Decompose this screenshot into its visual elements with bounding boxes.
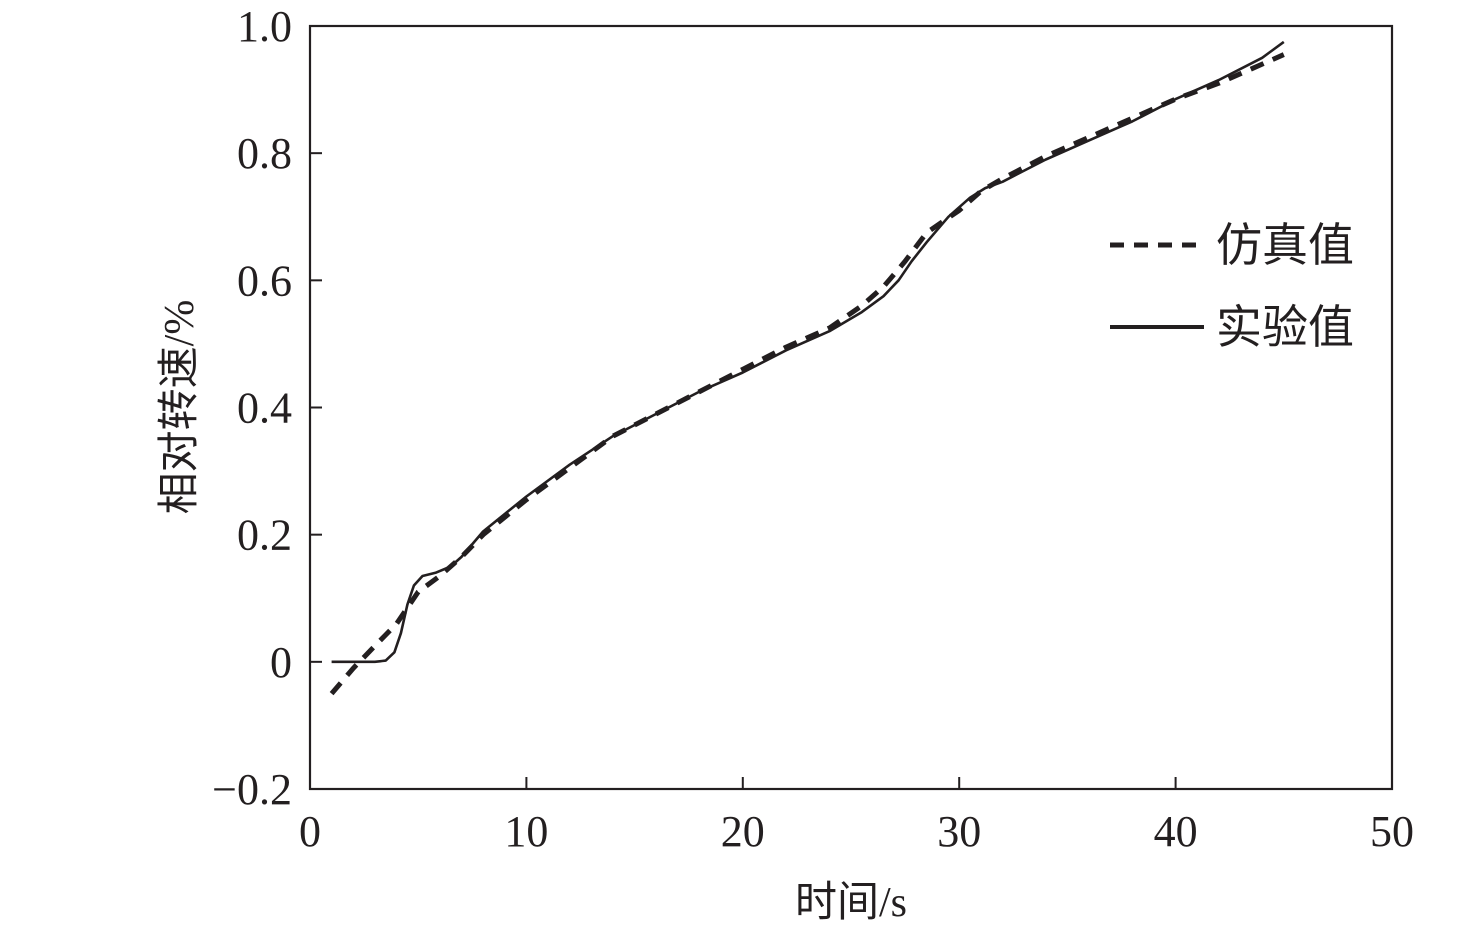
x-tick-label: 0 bbox=[299, 807, 321, 856]
ticks-layer: 0 10 20 30 40 50−0.200.20.40.60.81.0 bbox=[212, 2, 1414, 856]
y-axis-label: 相对转速/% bbox=[157, 300, 203, 515]
series-line-experimental bbox=[331, 40, 1285, 664]
y-tick-label: 0.8 bbox=[237, 129, 292, 178]
y-tick-label: 0.4 bbox=[237, 384, 292, 433]
series-layer bbox=[329, 40, 1285, 696]
y-tick-label: 0 bbox=[270, 638, 292, 687]
x-tick-label: 50 bbox=[1370, 807, 1414, 856]
y-tick-label: 0.6 bbox=[237, 256, 292, 305]
series-line-simulated bbox=[329, 52, 1285, 696]
x-tick-label: 10 bbox=[504, 807, 548, 856]
plot-frame bbox=[308, 24, 1394, 791]
legend-label: 仿真值 bbox=[1216, 220, 1354, 271]
legend-label: 实验值 bbox=[1216, 302, 1354, 353]
x-tick-label: 40 bbox=[1154, 807, 1198, 856]
x-tick-label: 20 bbox=[721, 807, 765, 856]
y-tick-label: −0.2 bbox=[212, 765, 292, 814]
y-tick-label: 0.2 bbox=[237, 511, 292, 560]
y-tick-label: 1.0 bbox=[237, 2, 292, 51]
x-tick-label: 30 bbox=[937, 807, 981, 856]
x-axis-label: 时间/s bbox=[795, 880, 907, 926]
